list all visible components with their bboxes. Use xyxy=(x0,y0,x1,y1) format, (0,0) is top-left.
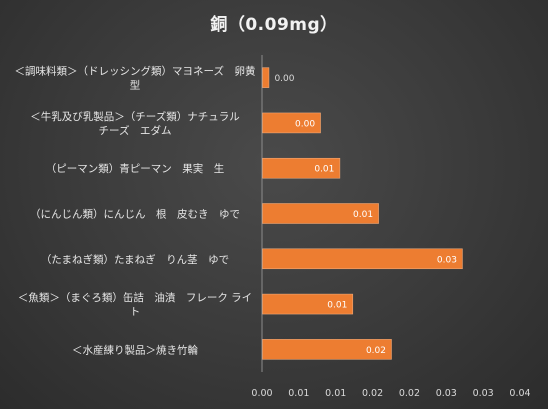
bar xyxy=(262,293,354,315)
category-label: （ピーマン類）青ピーマン 果実 生 xyxy=(46,162,225,175)
data-label: 0.02 xyxy=(366,346,386,356)
bar xyxy=(262,203,379,224)
x-tick-label: 0.02 xyxy=(362,388,383,399)
category-label: ＜水産練り製品＞焼き竹輪 xyxy=(72,343,198,356)
data-label: 0.03 xyxy=(437,255,457,265)
x-tick-label: 0.01 xyxy=(325,388,346,399)
bar xyxy=(262,248,463,270)
x-tick-label: 0.03 xyxy=(473,388,494,399)
bar xyxy=(262,67,270,88)
data-label: 0.00 xyxy=(274,74,294,84)
x-tick-label: 0.04 xyxy=(509,388,530,399)
category-label: 型 xyxy=(130,79,141,92)
x-tick-label: 0.03 xyxy=(436,388,457,399)
x-tick-label: 0.01 xyxy=(288,388,309,399)
data-label: 0.01 xyxy=(327,301,347,311)
category-label: （にんじん類）にんじん 根 皮むき ゆで xyxy=(30,208,240,221)
category-label: （たまねぎ類）たまねぎ りん茎 ゆで xyxy=(41,253,229,266)
category-label: ＜魚類＞（まぐろ類）缶詰 油漬 フレーク ライ xyxy=(18,291,252,304)
bar xyxy=(262,157,341,179)
bar xyxy=(262,112,321,134)
category-label: チーズ エダム xyxy=(99,124,172,137)
chart-title: 銅（0.09mg） xyxy=(210,15,338,35)
x-tick-label: 0.00 xyxy=(251,388,272,399)
category-label: ＜牛乳及び乳製品＞（チーズ類）ナチュラル xyxy=(30,110,239,123)
x-tick-label: 0.02 xyxy=(399,388,420,399)
category-label: ト xyxy=(130,306,141,318)
data-label: 0.01 xyxy=(314,165,334,175)
bar xyxy=(262,339,392,360)
category-label: ＜調味料類＞（ドレッシング類）マヨネーズ 卵黄 xyxy=(15,65,256,78)
data-label: 0.00 xyxy=(295,119,315,129)
data-label: 0.01 xyxy=(353,210,373,220)
